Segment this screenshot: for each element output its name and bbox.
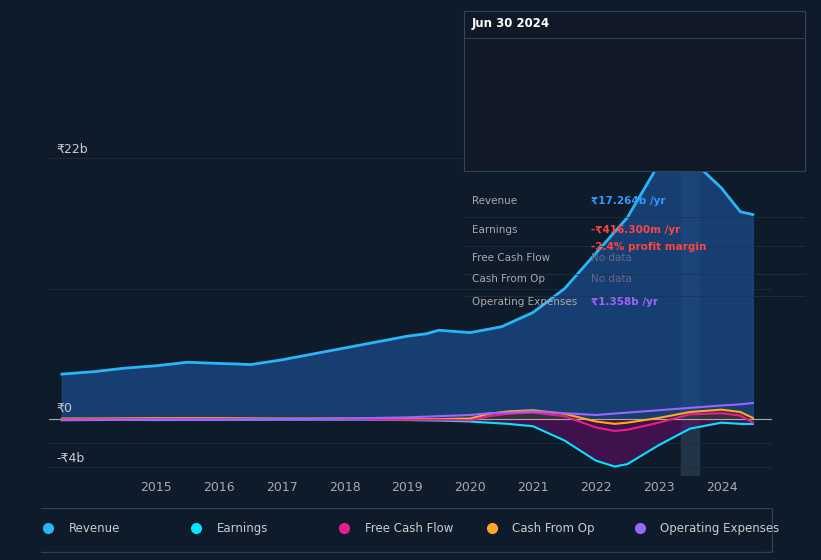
Text: Operating Expenses: Operating Expenses	[472, 297, 577, 307]
Text: Cash From Op: Cash From Op	[512, 522, 595, 535]
Text: No data: No data	[591, 274, 632, 284]
Text: Revenue: Revenue	[472, 196, 517, 206]
Text: ₹1.358b /yr: ₹1.358b /yr	[591, 297, 658, 307]
Text: Earnings: Earnings	[217, 522, 268, 535]
Text: Cash From Op: Cash From Op	[472, 274, 545, 284]
Text: Operating Expenses: Operating Expenses	[660, 522, 779, 535]
Text: Jun 30 2024: Jun 30 2024	[472, 17, 550, 30]
Text: ₹22b: ₹22b	[57, 143, 88, 156]
Text: No data: No data	[591, 253, 632, 263]
Text: -₹416.300m /yr: -₹416.300m /yr	[591, 225, 681, 235]
Text: ₹0: ₹0	[57, 402, 72, 414]
Text: -₹4b: -₹4b	[57, 452, 85, 465]
Text: -2.4% profit margin: -2.4% profit margin	[591, 242, 707, 252]
Text: ₹17.264b /yr: ₹17.264b /yr	[591, 196, 666, 206]
Text: Free Cash Flow: Free Cash Flow	[365, 522, 453, 535]
Text: Free Cash Flow: Free Cash Flow	[472, 253, 550, 263]
Text: Revenue: Revenue	[69, 522, 121, 535]
Text: Earnings: Earnings	[472, 225, 517, 235]
